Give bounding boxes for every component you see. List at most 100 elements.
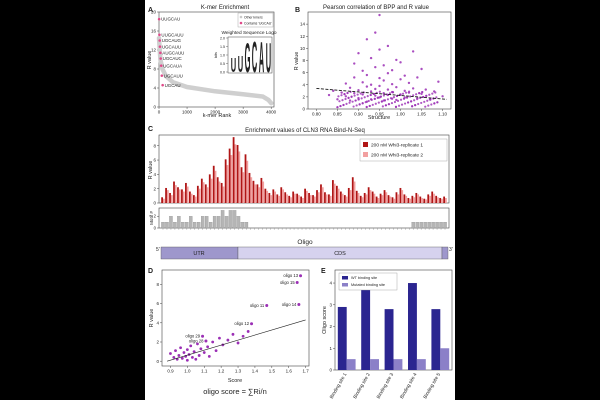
scatter-point — [394, 105, 398, 108]
scatter-point — [423, 100, 426, 103]
panel-c-motif-label: Motif # — [149, 211, 154, 225]
category-label: Binding site 1 — [329, 372, 349, 400]
bar-rep2 — [333, 183, 336, 203]
panel-d-xtick-label: 1.6 — [286, 369, 293, 374]
motif-bar — [173, 222, 177, 229]
scatter-point — [380, 100, 383, 103]
panel-c-title: Enrichment values of CLN3 RNA Bind-N-Seq — [245, 128, 365, 134]
bar-rep1 — [316, 190, 318, 203]
scatter-point — [381, 105, 384, 108]
scatter-point — [390, 82, 394, 86]
track-utr-label: UTR — [193, 251, 204, 257]
panel-c-ylabel: R value — [148, 161, 154, 180]
bar-rep1 — [411, 195, 414, 203]
bar-rep1 — [292, 191, 295, 203]
motif-bar — [224, 216, 229, 229]
bar-rep1 — [383, 190, 386, 203]
panel-a-ytick-label: 12 — [151, 48, 157, 53]
scatter-point — [194, 357, 198, 361]
bar-rep1 — [169, 192, 171, 203]
scatter-point — [202, 351, 206, 354]
scatter-point — [361, 81, 364, 84]
panel-b-ytick-label: 8 — [302, 58, 305, 63]
panel-b-ytick-label: 12 — [300, 34, 306, 39]
bar-rep1 — [443, 196, 446, 203]
bar-rep2 — [413, 197, 416, 203]
panel-b-ytick-label: 2 — [302, 94, 305, 99]
inset-ylabel: bits — [214, 52, 218, 58]
motif-bar — [204, 216, 209, 229]
scatter-point — [386, 88, 390, 91]
bar-mutated — [393, 359, 403, 370]
bar-rep2 — [246, 160, 249, 203]
panel-a-xtick-label: 4000 — [266, 110, 277, 115]
bar-rep1 — [375, 196, 378, 203]
scatter-point — [420, 92, 423, 96]
legend-swatch-other — [239, 15, 243, 19]
panel-b: B Pearson correlation of BPP and R value… — [294, 5, 452, 121]
scatter-point — [360, 97, 363, 100]
bar-rep2 — [250, 177, 253, 203]
inset-frame — [227, 36, 273, 74]
bar-rep2 — [329, 195, 332, 203]
bar-rep2 — [302, 197, 304, 203]
scatter-point — [386, 98, 390, 101]
scatter-point — [414, 104, 417, 107]
bar-rep2 — [405, 195, 408, 203]
bar-rep2 — [274, 191, 276, 203]
bar-rep1 — [208, 174, 211, 203]
scatter-point — [332, 89, 335, 93]
bar-rep1 — [268, 192, 271, 203]
bar-rep1 — [379, 193, 382, 203]
scatter-point — [437, 80, 440, 83]
panel-c-letter: C — [148, 126, 153, 133]
scatter-point — [344, 97, 347, 101]
bar-rep1 — [415, 192, 418, 203]
motif-bar — [443, 222, 447, 229]
scatter-point — [434, 91, 437, 94]
labeled-point-label: oligo 13 — [283, 273, 298, 278]
bar-rep2 — [190, 193, 193, 203]
scatter-point — [358, 103, 361, 106]
logo-letter-u: U — [238, 52, 243, 78]
logo-letter-g: G — [245, 36, 251, 82]
bar-rep1 — [391, 197, 394, 203]
scatter-point — [382, 94, 385, 97]
scatter-point — [348, 86, 352, 89]
bar-rep2 — [317, 192, 320, 203]
panel-a-ytick-label: 0 — [153, 105, 156, 110]
bar-wt — [431, 309, 441, 370]
bar-rep2 — [214, 170, 217, 203]
bar-rep1 — [435, 195, 438, 203]
bar-rep1 — [284, 192, 287, 203]
bar-rep2 — [266, 190, 269, 203]
bar-rep2 — [230, 155, 233, 203]
scatter-point — [404, 91, 408, 94]
bar-rep1 — [395, 192, 398, 203]
scatter-point — [345, 102, 348, 105]
scatter-point — [369, 93, 372, 97]
scatter-point — [376, 96, 379, 99]
scatter-point — [413, 99, 416, 102]
scatter-point — [386, 72, 390, 75]
panel-c-legend: 200 nM Whi3-replicate 1 200 nM Whi3-repl… — [359, 138, 448, 162]
scatter-point — [425, 94, 428, 97]
scatter-point — [431, 92, 434, 95]
panel-e-legend-box — [338, 272, 398, 291]
bar-rep1 — [192, 195, 195, 203]
panel-b-ytick-label: 4 — [302, 82, 305, 87]
category-label: Binding site 4 — [399, 372, 419, 400]
bar-rep1 — [181, 189, 183, 203]
bar-rep1 — [256, 184, 259, 203]
panel-a-xtick-label: 0 — [158, 110, 161, 115]
bar-rep1 — [339, 191, 342, 203]
bar-rep2 — [298, 195, 300, 203]
figure: A K-mer Enrichment 0 4 8 12 16 20 0 1000 2000 30… — [145, 0, 455, 400]
bar-rep1 — [371, 191, 374, 203]
scatter-point — [344, 82, 348, 85]
scatter-point — [386, 44, 390, 48]
scatter-point — [354, 99, 357, 102]
panel-b-ytick-label: 10 — [300, 46, 306, 51]
kmer-label: AUGCAUU — [162, 50, 184, 55]
panel-b-trendline — [316, 87, 447, 100]
